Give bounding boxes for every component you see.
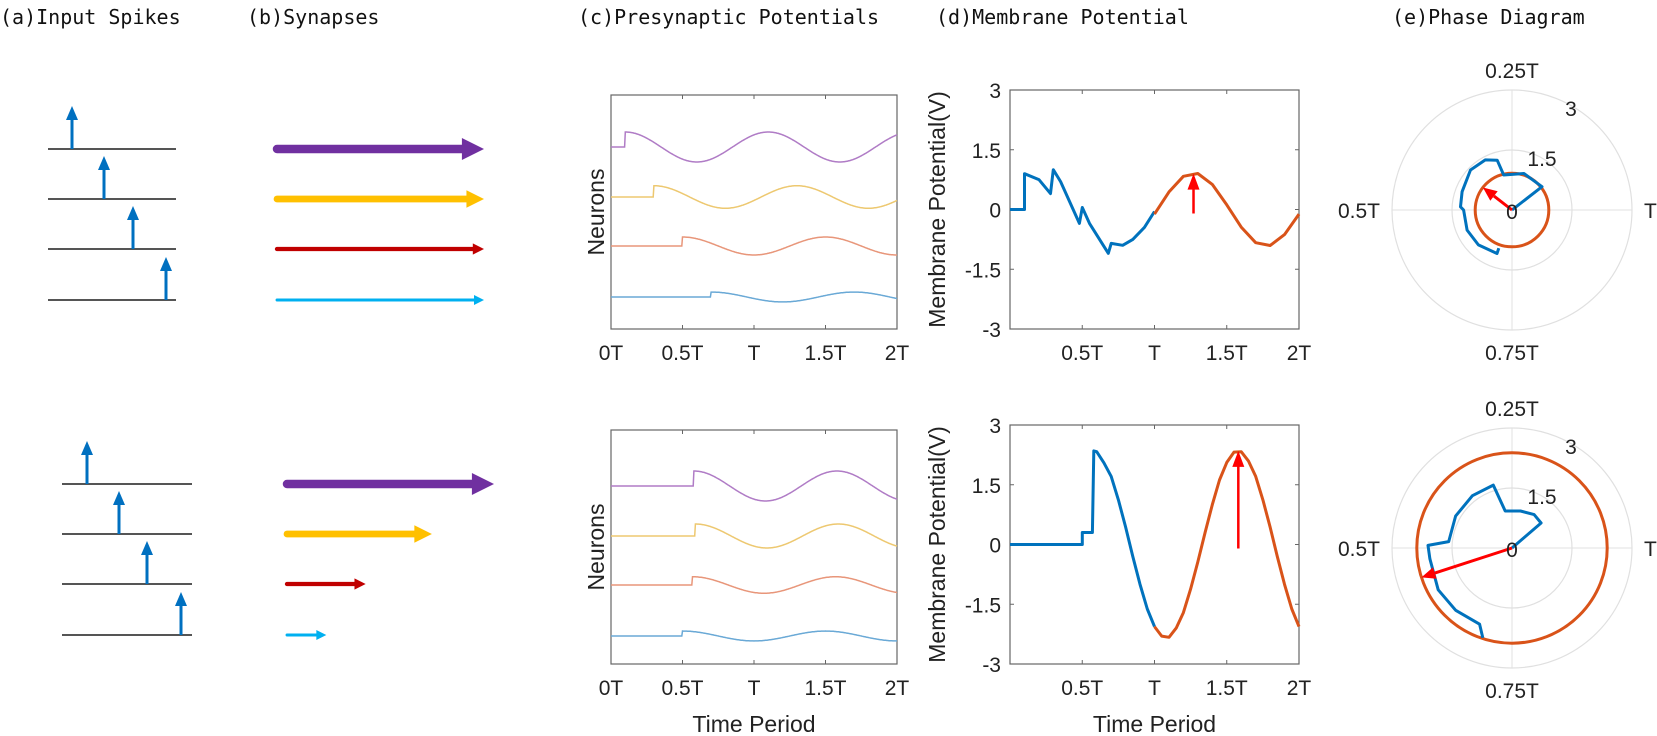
polar-angle-label: 0.25T <box>1485 398 1539 421</box>
x-tick-label: 0.5T <box>661 342 703 365</box>
y-tick-label: 1.5 <box>972 140 1001 163</box>
polar-angle-label: T <box>1644 200 1657 223</box>
y-tick-label: 0 <box>989 535 1001 558</box>
input-spike-arrowhead <box>127 206 139 220</box>
y-tick-label: 0 <box>989 200 1001 223</box>
x-tick-label: 2T <box>885 677 910 700</box>
membrane-blue-series <box>1010 449 1156 628</box>
polar-r-label: 1.5 <box>1527 486 1556 509</box>
panel-title-a: (a)Input Spikes <box>0 5 181 29</box>
x-tick-label: 1.5T <box>804 342 846 365</box>
input-spike-arrowhead <box>81 441 93 455</box>
y-axis-label: Neurons <box>583 504 609 591</box>
x-tick-label: T <box>748 342 761 365</box>
y-tick-label: -3 <box>982 654 1001 677</box>
membrane-orange-series <box>1153 172 1301 247</box>
y-tick-label: 1.5 <box>972 475 1001 498</box>
polar-angle-label: 0.75T <box>1485 342 1539 365</box>
polar-r-label: 0 <box>1506 539 1518 562</box>
synapse-arrowhead-4 <box>316 630 327 640</box>
polar-angle-label: 0.25T <box>1485 60 1539 83</box>
neuron-trace-2 <box>611 185 898 210</box>
panel-title-c: (c)Presynaptic Potentials <box>578 5 879 29</box>
presynaptic-axes-box <box>610 429 898 665</box>
synapse-arrowhead-4 <box>474 295 484 305</box>
y-tick-label: 3 <box>989 415 1001 438</box>
neuron-trace-1 <box>611 131 898 163</box>
input-spike-arrowhead <box>66 106 78 120</box>
synapse-arrowhead-2 <box>466 190 484 208</box>
x-tick-label: 1.5T <box>1206 677 1248 700</box>
x-tick-label: 0.5T <box>1061 677 1103 700</box>
input-spike-arrowhead <box>98 156 110 170</box>
synapse-arrowhead-3 <box>472 243 484 255</box>
panel-title-e: (e)Phase Diagram <box>1392 5 1585 29</box>
x-tick-label: 2T <box>1287 677 1312 700</box>
y-tick-label: -1.5 <box>965 259 1001 282</box>
polar-angle-label: T <box>1644 538 1657 561</box>
x-tick-label: 0.5T <box>1061 342 1103 365</box>
presynaptic-axes-box <box>610 94 898 330</box>
panel-title-b: (b)Synapses <box>247 5 379 29</box>
phase-arrow <box>1493 194 1513 212</box>
x-tick-label: 1.5T <box>804 677 846 700</box>
input-spike-arrowhead <box>175 592 187 606</box>
x-tick-label: 0T <box>599 342 624 365</box>
x-tick-label: 1.5T <box>1206 342 1248 365</box>
synapse-arrowhead-3 <box>354 578 366 590</box>
synapse-arrowhead-2 <box>414 525 432 543</box>
y-axis-label: Membrane Potential(V) <box>924 91 950 328</box>
polar-r-label: 3 <box>1565 98 1577 121</box>
membrane-orange-series <box>1153 450 1301 639</box>
phase-arrow <box>1434 546 1513 575</box>
neuron-trace-3 <box>611 236 897 256</box>
neuron-trace-2 <box>611 523 898 549</box>
phase-arrowhead <box>1482 187 1498 201</box>
phase-orange-series <box>1415 451 1609 645</box>
x-tick-label: 2T <box>885 342 910 365</box>
x-axis-label: Time Period <box>1093 711 1216 736</box>
neuron-trace-3 <box>611 576 898 595</box>
x-tick-label: T <box>748 677 761 700</box>
panel-title-d: (d)Membrane Potential <box>936 5 1189 29</box>
membrane-axes-box <box>1009 89 1300 330</box>
polar-r-label: 1.5 <box>1527 148 1556 171</box>
y-tick-label: -1.5 <box>965 594 1001 617</box>
x-tick-label: 0.5T <box>661 677 703 700</box>
y-tick-label: -3 <box>982 319 1001 342</box>
polar-angle-label: 0.5T <box>1338 538 1380 561</box>
input-spike-arrowhead <box>141 541 153 555</box>
phase-blue-series <box>1426 483 1543 639</box>
x-tick-label: 2T <box>1287 342 1312 365</box>
neuron-trace-4 <box>611 291 898 303</box>
x-tick-label: T <box>1148 677 1161 700</box>
polar-r-label: 3 <box>1565 436 1577 459</box>
neuron-trace-1 <box>611 470 898 502</box>
peak-arrowhead <box>1232 450 1245 467</box>
phase-blue-series <box>1459 158 1544 255</box>
polar-angle-label: 0.5T <box>1338 200 1380 223</box>
phase-arrowhead <box>1421 567 1437 579</box>
x-tick-label: T <box>1148 342 1161 365</box>
x-axis-label: Time Period <box>692 711 815 736</box>
input-spike-arrowhead <box>113 491 125 505</box>
polar-angle-label: 0.75T <box>1485 680 1539 703</box>
neuron-trace-4 <box>611 630 898 642</box>
synapse-arrowhead-1 <box>461 137 484 161</box>
y-axis-label: Neurons <box>583 169 609 256</box>
row-1 <box>48 89 1633 331</box>
synapse-arrowhead-1 <box>471 472 494 496</box>
y-axis-label: Membrane Potential(V) <box>924 426 950 663</box>
row-2 <box>62 424 1633 669</box>
membrane-blue-series <box>1010 168 1156 255</box>
x-tick-label: 0T <box>599 677 624 700</box>
polar-r-label: 0 <box>1506 201 1518 224</box>
y-tick-label: 3 <box>989 80 1001 103</box>
peak-arrowhead <box>1187 173 1200 190</box>
input-spike-arrowhead <box>160 257 172 271</box>
